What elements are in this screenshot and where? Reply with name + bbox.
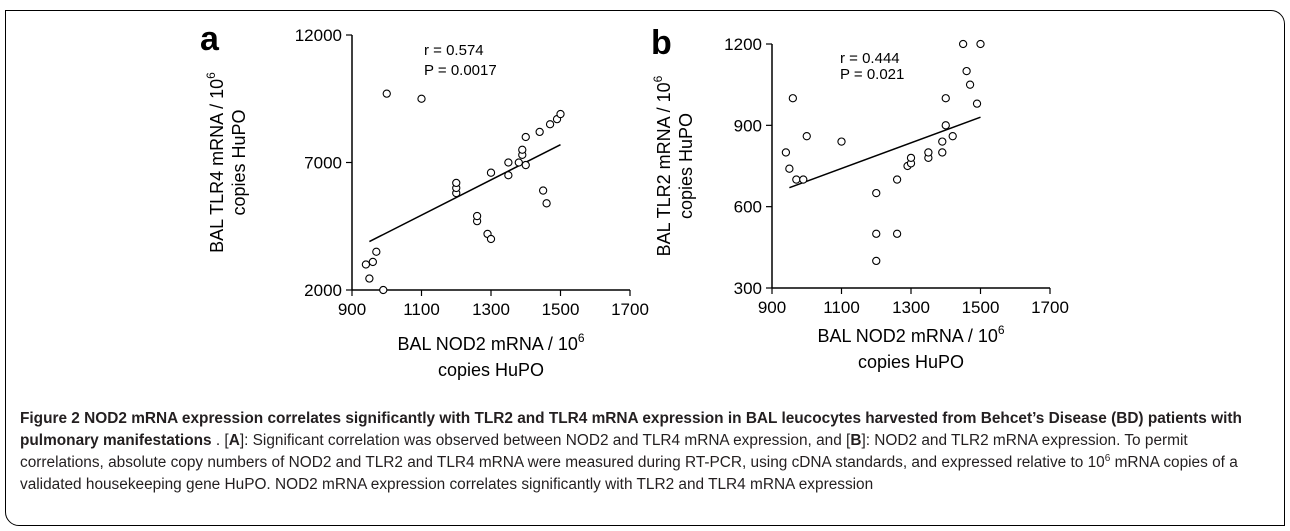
chart-b-x-axis-title-line2: copies HuPO — [858, 352, 964, 372]
chart-a-data-point — [368, 257, 377, 267]
chart-b-data-point — [872, 256, 881, 266]
chart-a-x-tick-label: 1500 — [542, 300, 580, 319]
chart-a-trend-line — [369, 143, 561, 243]
chart-b-data-point — [965, 80, 975, 89]
chart-b-y-tick-label: 1200 — [724, 35, 762, 54]
chart-b-data-point — [948, 132, 957, 141]
chart-b-data-point — [892, 175, 902, 184]
caption-segment: mRNA copies of a validated housekeeping … — [20, 454, 1238, 493]
caption-segment: B — [850, 432, 862, 449]
chart-a-data-point — [452, 178, 461, 188]
chart-a-panel-letter: a — [200, 20, 220, 58]
chart-a-y-axis-title: BAL TLR4 mRNA / 106 — [204, 72, 227, 253]
chart-b-data-point — [802, 132, 811, 141]
chart-b-x-tick-label: 900 — [758, 298, 786, 317]
chart-a-data-point — [556, 109, 565, 119]
chart-b-x-tick-label: 1300 — [892, 298, 930, 317]
figure-label: Figure 2 — [20, 410, 80, 427]
chart-b-trend-line — [789, 116, 981, 189]
caption-segment: 6 — [1104, 453, 1111, 464]
caption-title: NOD2 mRNA expression correlates signific… — [20, 410, 1242, 449]
chart-b-data-point — [941, 121, 950, 130]
chart-a-stat-p: P = 0.0017 — [424, 62, 497, 79]
chart-a-data-point — [504, 158, 513, 167]
chart-b-x-tick-label: 1700 — [1031, 298, 1069, 317]
chart-b-data-point — [785, 164, 794, 173]
chart-a-data-point — [379, 285, 388, 295]
caption-segment: ]: Significant correlation was observed … — [239, 432, 851, 449]
figure-caption: Figure 2 NOD2 mRNA expression correlates… — [20, 408, 1270, 496]
chart-a-data-point — [514, 158, 523, 167]
chart-a-data-point — [504, 171, 513, 180]
chart-a-data-point — [486, 168, 496, 177]
chart-a-data-point — [417, 94, 426, 103]
chart-b-x-axis-title: BAL NOD2 mRNA / 106 — [817, 323, 1004, 346]
caption-segment: . [ — [215, 432, 229, 449]
chart-b-y-axis-title: BAL TLR2 mRNA / 106 — [651, 75, 674, 256]
chart-a-y-tick-label: 12000 — [295, 26, 342, 45]
chart-a-data-point — [535, 127, 544, 137]
chart-b-data-point — [938, 148, 947, 157]
chart-b-y-tick-label: 600 — [734, 198, 762, 217]
chart-b-data-point — [837, 137, 846, 146]
chart-b-data-point — [962, 66, 971, 76]
chart-a-data-point — [538, 186, 548, 195]
chart-b-data-point — [872, 188, 881, 198]
chart-a-data-point — [472, 211, 482, 221]
chart-a-data-point — [518, 145, 527, 154]
chart-a-x-axis-title: BAL NOD2 mRNA / 106 — [397, 331, 584, 354]
chart-b-data-point — [872, 229, 881, 238]
chart-b-data-point — [972, 99, 982, 108]
chart-a-data-point — [382, 89, 391, 98]
chart-b-data-point — [892, 229, 902, 238]
chart-a-data-point — [361, 260, 371, 269]
chart-b-data-point — [924, 148, 933, 157]
chart-b-y-tick-label: 900 — [734, 116, 762, 135]
chart-a-x-tick-label: 900 — [338, 300, 366, 319]
chart-a-data-point — [486, 234, 496, 244]
caption-segment: ]: NOD2 and TLR2 mRNA expression. To per… — [20, 432, 1188, 471]
chart-a-data-point — [545, 120, 555, 129]
caption-body: . [A]: Significant correlation was obser… — [20, 432, 1238, 493]
chart-a-data-point — [365, 274, 374, 283]
chart-b-stat-r: r = 0.444 — [840, 50, 900, 67]
chart-b-data-point — [941, 94, 950, 103]
chart-a-y-tick-label: 7000 — [304, 154, 342, 173]
chart-a-x-tick-label: 1300 — [472, 300, 510, 319]
chart-a-stat-r: r = 0.574 — [424, 42, 484, 59]
chart-a-x-axis-title-line2: copies HuPO — [438, 360, 544, 380]
chart-b-data-point — [958, 39, 968, 49]
chart-b-x-tick-label: 1500 — [962, 298, 1000, 317]
chart-a-y-axis-title-line2: copies HuPO — [229, 109, 249, 215]
chart-a-y-tick-label: 2000 — [304, 281, 342, 300]
chart-b-stat-p: P = 0.021 — [840, 66, 904, 83]
chart-a-data-point — [521, 160, 530, 170]
chart-a-x-tick-label: 1700 — [611, 300, 649, 319]
chart-b-y-axis-title-line2: copies HuPO — [676, 113, 696, 219]
caption-segment: A — [228, 432, 240, 449]
chart-a-data-point — [521, 132, 530, 142]
chart-b-panel-letter: b — [651, 24, 672, 62]
chart-b-data-point — [906, 153, 916, 163]
chart-b-data-point — [792, 175, 801, 184]
figure-charts: 900 1100 1300 1500 1700 2000 7000 12000 a r = 0.5… — [200, 20, 1069, 380]
chart-b-data-point — [799, 175, 808, 184]
chart-a-data-point — [542, 199, 551, 208]
chart-b-data-point — [938, 137, 947, 146]
chart-b-data-point — [976, 39, 985, 49]
chart-b-data-point — [788, 94, 797, 103]
chart-b-y-tick-label: 300 — [734, 279, 762, 298]
chart-b-data-point — [781, 148, 791, 157]
chart-a-x-tick-label: 1100 — [403, 300, 440, 319]
scatter-chart-a: 900 1100 1300 1500 1700 2000 7000 12000 a r = 0.5… — [200, 20, 1069, 380]
chart-a-data-point — [372, 247, 381, 256]
figure-frame — [5, 10, 1285, 526]
chart-b-x-tick-label: 1100 — [823, 298, 860, 317]
